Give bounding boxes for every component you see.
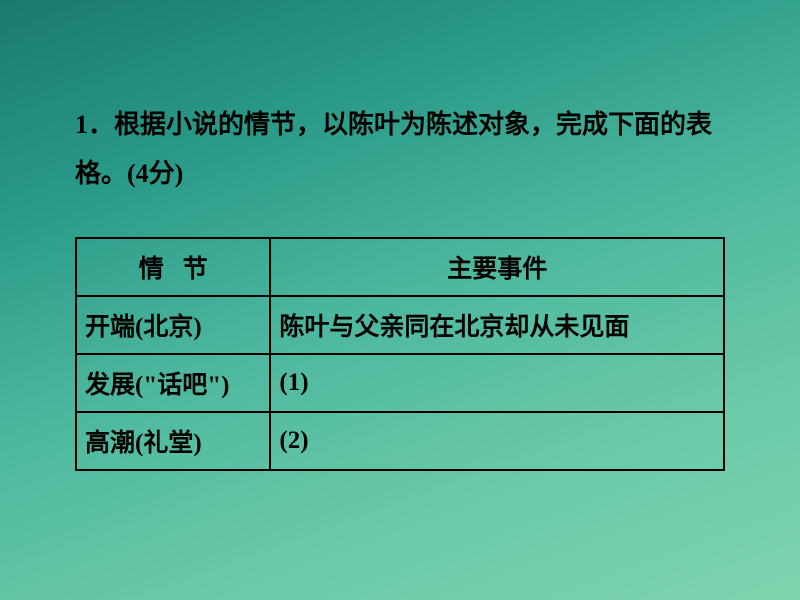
header-event: 主要事件 [270,238,724,296]
table-row: 发展("话吧") (1) [76,354,724,412]
header-char1: 情 [139,256,164,283]
cell-event-0: 陈叶与父亲同在北京却从未见面 [270,296,724,354]
slide-content: 1．根据小说的情节，以陈叶为陈述对象，完成下面的表格。(4分) 情 节 主要事件… [0,0,800,471]
header-char2: 节 [183,256,208,283]
table-row: 高潮(礼堂) (2) [76,412,724,470]
table-row: 开端(北京) 陈叶与父亲同在北京却从未见面 [76,296,724,354]
cell-stage-1: 发展("话吧") [76,354,270,412]
table-header-row: 情 节 主要事件 [76,238,724,296]
events-table: 情 节 主要事件 开端(北京) 陈叶与父亲同在北京却从未见面 发展("话吧") … [75,237,725,471]
cell-event-2: (2) [270,412,724,470]
question-prompt: 1．根据小说的情节，以陈叶为陈述对象，完成下面的表格。(4分) [75,100,725,199]
cell-stage-0: 开端(北京) [76,296,270,354]
question-points: (4分) [127,159,183,188]
header-stage: 情 节 [76,238,270,296]
cell-stage-2: 高潮(礼堂) [76,412,270,470]
cell-event-1: (1) [270,354,724,412]
question-number: 1 [75,110,88,139]
